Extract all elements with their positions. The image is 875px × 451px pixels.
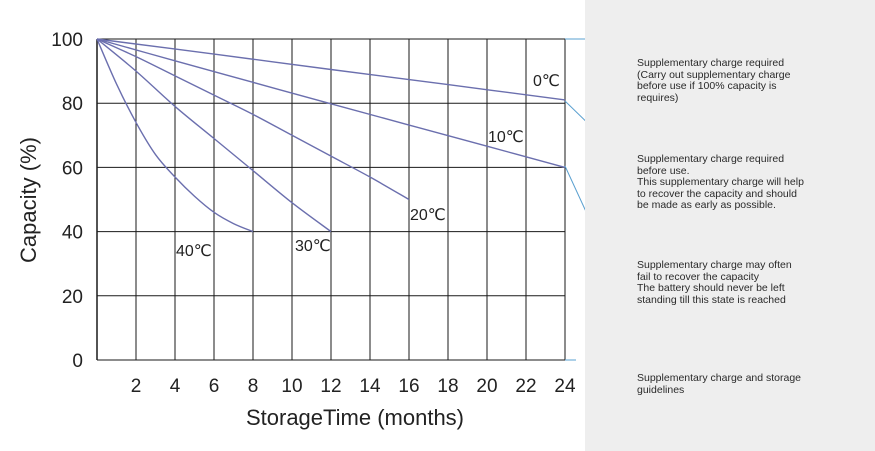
x-axis-label: StorageTime (months) [246, 405, 464, 430]
series-line [96, 38, 410, 201]
series-line [96, 38, 566, 101]
y-tick-label: 80 [62, 94, 83, 115]
guidelines-panel [585, 0, 875, 451]
series-label: 20℃ [410, 207, 446, 224]
y-tick-label: 60 [62, 158, 83, 179]
x-tick-label: 12 [320, 376, 341, 397]
series-line [96, 38, 254, 233]
note-supplementary-required: Supplementary charge required (Carry out… [637, 57, 791, 104]
y-tick-label: 20 [62, 287, 83, 308]
series-line [96, 38, 566, 169]
x-tick-label: 10 [281, 376, 302, 397]
series-labels: 0℃ 10℃ 20℃ 30℃ 40℃ [176, 73, 560, 260]
x-tick-label: 24 [554, 376, 576, 397]
x-tick-label: 18 [437, 376, 458, 397]
note-charge-before-use: Supplementary charge required before use… [637, 153, 804, 211]
x-tick-label: 20 [476, 376, 497, 397]
x-tick-label: 22 [515, 376, 536, 397]
x-tick-label: 16 [398, 376, 419, 397]
note-may-fail: Supplementary charge may often fail to r… [637, 259, 792, 306]
y-tick-label: 100 [51, 30, 83, 51]
series-label: 0℃ [533, 73, 560, 90]
series-lines [96, 38, 566, 233]
series-line [96, 38, 332, 233]
series-label: 40℃ [176, 243, 212, 260]
grid [96, 38, 566, 361]
x-tick-label: 8 [248, 376, 259, 397]
x-tick-label: 2 [131, 376, 142, 397]
y-axis-label: Capacity (%) [16, 137, 41, 263]
y-tick-label: 0 [72, 351, 83, 372]
series-label: 30℃ [295, 238, 331, 255]
x-tick-label: 6 [209, 376, 220, 397]
x-tick-label: 4 [170, 376, 181, 397]
series-label: 10℃ [488, 129, 524, 146]
y-tick-label: 40 [62, 223, 83, 244]
note-guidelines-title: Supplementary charge and storage guideli… [637, 372, 802, 396]
x-tick-label: 14 [359, 376, 381, 397]
